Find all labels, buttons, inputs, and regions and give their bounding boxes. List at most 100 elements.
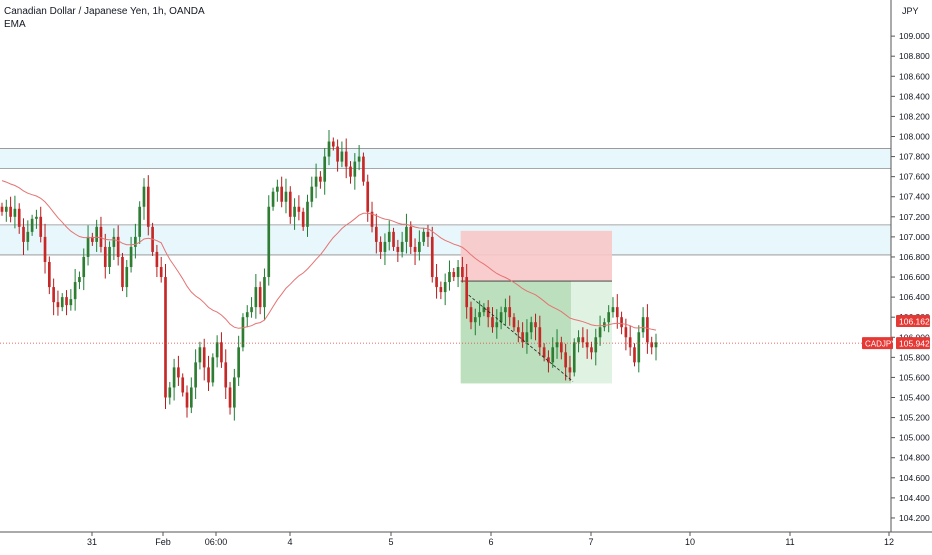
candle [116, 225, 120, 266]
candle-body [142, 186, 146, 207]
candle-body [0, 206, 4, 212]
candle-body [409, 226, 413, 247]
candle-body [654, 342, 658, 348]
candle [276, 179, 279, 202]
candle [383, 233, 387, 265]
candle-body [469, 307, 473, 323]
candle-body [568, 367, 572, 373]
candle-body [564, 352, 567, 368]
candle [310, 176, 314, 208]
candle [585, 329, 589, 359]
candle [22, 218, 25, 255]
candle [35, 209, 38, 229]
candle-body [138, 206, 142, 237]
candle-body [392, 231, 395, 247]
candle [284, 178, 288, 214]
candle [422, 227, 425, 246]
candle [250, 297, 253, 318]
candle [331, 137, 335, 151]
candle-body [452, 272, 456, 278]
y-tick-label: 105.600 [899, 372, 930, 382]
candle-body [611, 307, 615, 313]
candle [65, 290, 68, 316]
candle-body [439, 287, 443, 293]
candle-body [17, 208, 21, 227]
sr-zone [0, 224, 891, 255]
ema-line [1, 180, 657, 331]
candle-body [585, 342, 589, 348]
candle-body [534, 322, 537, 328]
indicator-ema-label[interactable]: EMA [4, 19, 26, 30]
candle [564, 343, 567, 381]
candle-body [112, 236, 116, 247]
candle [641, 307, 645, 338]
candle-body [590, 347, 593, 353]
candle-body [189, 387, 193, 408]
candle-body [362, 156, 365, 182]
candle [69, 289, 73, 311]
candle-body [220, 342, 223, 363]
candle-body [99, 226, 103, 247]
candle [91, 232, 94, 246]
candle-body [207, 367, 210, 383]
candle [568, 355, 572, 381]
candle [245, 305, 249, 328]
candle-body [366, 181, 370, 212]
candle-body [280, 186, 284, 202]
candle [435, 263, 438, 299]
candle-body [374, 226, 378, 242]
candle [521, 322, 524, 348]
candle [293, 198, 296, 230]
candle [516, 320, 520, 343]
y-tick-label: 104.800 [899, 453, 930, 463]
candle [650, 336, 654, 355]
candle-body [336, 146, 339, 162]
candle [4, 199, 8, 222]
chart-legend: Canadian Dollar / Japanese Yen, 1h, OAND… [4, 5, 205, 31]
x-tick-label: 12 [884, 537, 894, 547]
candle [551, 337, 555, 368]
candle-body [241, 317, 245, 348]
candle [577, 330, 580, 353]
candle [86, 225, 90, 266]
candle-body [116, 236, 120, 257]
candle-body [387, 231, 391, 242]
candle-body [121, 256, 124, 288]
candle-body [13, 208, 17, 217]
y-tick-label: 106.400 [899, 292, 930, 302]
projection-dashed-line [468, 294, 574, 382]
candle [628, 325, 632, 356]
last-price-badge [896, 337, 930, 350]
candle-body [461, 267, 464, 278]
candle [228, 381, 232, 415]
candle [555, 329, 559, 359]
y-tick-label: 106.800 [899, 252, 930, 262]
candle [534, 313, 537, 341]
candle [598, 315, 602, 346]
candle [654, 333, 658, 361]
ema-value-badge [896, 315, 930, 328]
candle [78, 271, 81, 290]
candle-body [418, 241, 421, 252]
position-stop-zone [460, 230, 612, 282]
y-tick-label: 107.400 [899, 192, 930, 202]
candle [52, 278, 55, 316]
candle [590, 341, 593, 360]
candle-body [276, 186, 279, 192]
candle-body [271, 191, 275, 207]
symbol-badge [862, 337, 893, 350]
candle-body [344, 151, 348, 167]
candle-body [314, 176, 318, 187]
candle [60, 293, 64, 312]
candle-body [435, 277, 438, 288]
candle-body [633, 347, 636, 363]
candle-body [465, 277, 469, 308]
candle [336, 139, 339, 172]
candle [13, 195, 17, 229]
x-tick-label: 06:00 [205, 537, 228, 547]
symbol-title[interactable]: Canadian Dollar / Japanese Yen, 1h, OAND… [4, 6, 205, 17]
y-tick-label: 105.400 [899, 393, 930, 403]
candle [327, 129, 331, 166]
